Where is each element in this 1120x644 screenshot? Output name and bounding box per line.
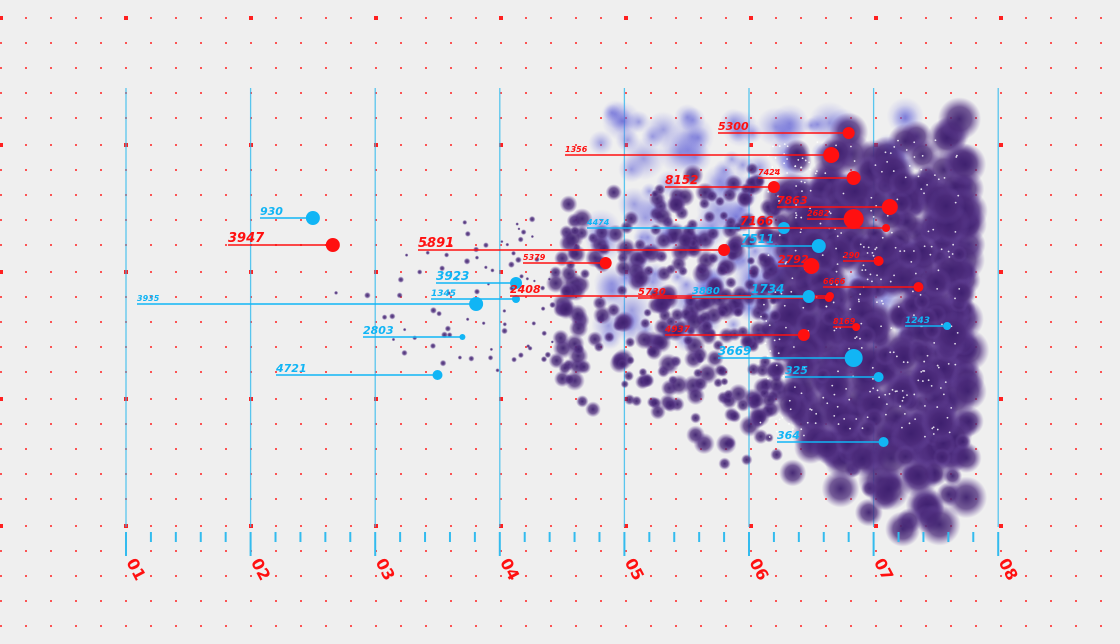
- annotation-label: 3935: [137, 294, 160, 303]
- marker-dot[interactable]: [599, 257, 612, 269]
- annotation-label: 2408: [510, 283, 541, 296]
- marker-dot[interactable]: [432, 370, 443, 380]
- annotation-label: 6666: [823, 277, 846, 286]
- x-tick-label: 03: [372, 555, 399, 584]
- annotation-blue[interactable]: 4721: [275, 362, 443, 380]
- annotation-label: 7863: [777, 194, 808, 207]
- marker-dot[interactable]: [803, 258, 820, 274]
- annotation-red[interactable]: 2682: [807, 209, 864, 229]
- marker-dot[interactable]: [802, 290, 815, 302]
- annotation-red[interactable]: 290: [843, 251, 884, 266]
- x-tick-label: 02: [247, 555, 274, 584]
- annotation-red[interactable]: 7863: [777, 194, 898, 215]
- annotation-red[interactable]: 8152: [665, 173, 780, 193]
- marker-dot[interactable]: [943, 322, 952, 330]
- annotation-label: 4721: [275, 362, 307, 375]
- annotation-label: 290: [843, 251, 860, 260]
- marker-dot[interactable]: [852, 323, 861, 331]
- annotation-blue[interactable]: 7511: [741, 232, 826, 253]
- annotation-blue[interactable]: 930: [260, 205, 320, 225]
- marker-dot[interactable]: [824, 294, 833, 302]
- annotation-label: 3880: [692, 286, 720, 297]
- annotation-blue[interactable]: 1243: [905, 316, 952, 330]
- annotation-label: 3669: [718, 344, 751, 358]
- annotation-label: 4937: [664, 325, 691, 335]
- annotation-red[interactable]: 6666: [823, 277, 924, 292]
- marker-dot[interactable]: [846, 171, 861, 185]
- annotation-blue[interactable]: 364: [777, 429, 889, 447]
- annotation-label: 364: [777, 429, 800, 442]
- marker-dot[interactable]: [843, 209, 864, 229]
- annotation-label: 5730: [638, 287, 666, 298]
- annotation-label: 7511: [741, 232, 774, 246]
- annotation-blue[interactable]: 3935: [137, 294, 484, 311]
- marker-dot[interactable]: [459, 334, 466, 340]
- marker-dot[interactable]: [718, 244, 731, 256]
- annotation-label: 1734: [751, 282, 784, 296]
- marker-dot[interactable]: [873, 372, 884, 382]
- annotation-blue[interactable]: 1734: [751, 282, 815, 302]
- annotation-red[interactable]: 5730: [638, 287, 833, 302]
- annotation-red[interactable]: 5379: [523, 253, 612, 269]
- x-tick-label: 04: [496, 555, 523, 584]
- marker-dot[interactable]: [882, 224, 891, 232]
- annotation-label: 8152: [665, 173, 698, 187]
- annotation-blue[interactable]: 3923: [436, 269, 522, 289]
- marker-dot[interactable]: [823, 147, 840, 163]
- annotation-label: 5300: [718, 120, 749, 133]
- x-tick-label: 06: [745, 555, 772, 584]
- marker-dot[interactable]: [325, 238, 340, 252]
- annotation-red[interactable]: 5891: [418, 236, 731, 256]
- x-tick-label: 05: [621, 555, 648, 584]
- annotation-red[interactable]: 4937: [664, 325, 810, 341]
- annotation-label: 1345: [431, 289, 456, 299]
- annotation-label: 1356: [565, 145, 588, 154]
- annotation-label: 1243: [905, 316, 930, 326]
- annotation-label: 2682: [807, 209, 830, 218]
- marker-dot[interactable]: [913, 282, 924, 292]
- annotation-label: 3923: [436, 269, 469, 283]
- annotation-label: 3947: [228, 231, 265, 246]
- marker-dot[interactable]: [767, 181, 780, 193]
- annotation-label: 5891: [418, 236, 454, 251]
- annotation-blue[interactable]: 1345: [431, 289, 520, 303]
- annotation-red[interactable]: 2792: [778, 253, 820, 274]
- annotation-red[interactable]: 7166: [740, 214, 891, 232]
- annotation-label: 5379: [523, 253, 546, 262]
- marker-dot[interactable]: [811, 239, 826, 253]
- annotation-red[interactable]: 8169: [833, 317, 861, 331]
- annotation-label: 8169: [833, 317, 856, 326]
- density-cloud: [333, 97, 990, 547]
- x-tick-label: 07: [870, 555, 897, 584]
- annotation-label: 930: [260, 205, 283, 218]
- annotation-label: 2803: [363, 324, 394, 337]
- annotation-blue[interactable]: 325: [785, 364, 884, 382]
- annotation-red[interactable]: 3947: [228, 231, 340, 252]
- annotation-blue[interactable]: 3669: [718, 344, 863, 367]
- marker-dot[interactable]: [305, 211, 320, 225]
- annotation-red[interactable]: 1356: [565, 145, 840, 163]
- marker-dot[interactable]: [511, 295, 520, 303]
- marker-dot[interactable]: [844, 349, 863, 367]
- marker-dot[interactable]: [509, 277, 522, 289]
- marker-dot[interactable]: [881, 199, 898, 215]
- annotation-label: 7424: [758, 168, 781, 177]
- marker-dot[interactable]: [469, 297, 484, 311]
- marker-dot[interactable]: [873, 256, 884, 266]
- annotation-red[interactable]: 7424: [758, 168, 861, 185]
- annotation-blue[interactable]: 2803: [363, 324, 466, 340]
- annotation-label: 325: [785, 364, 808, 377]
- annotation-label: 4474: [586, 218, 610, 227]
- annotation-label: 2792: [778, 253, 809, 266]
- x-tick-label: 08: [995, 555, 1022, 584]
- marker-dot[interactable]: [842, 127, 855, 139]
- marker-dot[interactable]: [878, 437, 889, 447]
- annotation-red[interactable]: 5300: [718, 120, 855, 139]
- annotation-label: 7166: [740, 214, 773, 228]
- annotations: 930 3947 3935 2803 4721 5891 5379 3923 1345 2408 5…: [137, 120, 952, 447]
- x-tick-label: 01: [122, 555, 149, 584]
- x-axis-ticks: 01 02 03 04 05 06 07 08: [122, 532, 1022, 584]
- marker-dot[interactable]: [797, 329, 810, 341]
